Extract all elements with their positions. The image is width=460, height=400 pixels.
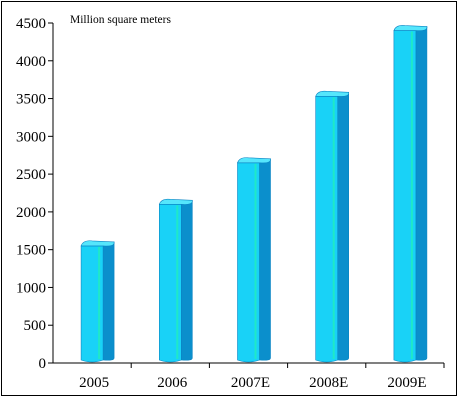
y-tick-label: 1000	[16, 280, 46, 296]
x-tick-label: 2007E	[231, 375, 270, 391]
bar-top	[237, 157, 271, 164]
bars	[80, 25, 428, 363]
x-tick-label: 2008E	[309, 375, 348, 391]
bar-top	[315, 90, 350, 97]
y-tick-label: 4000	[16, 54, 46, 70]
bar-highlight	[98, 246, 101, 359]
bar-side	[102, 241, 115, 361]
bar-front	[315, 95, 338, 363]
y-tick-label: 500	[24, 318, 47, 334]
bar-side	[415, 26, 428, 361]
y-tick-label: 1500	[16, 243, 46, 259]
bar-front	[159, 204, 182, 363]
bar-top	[80, 240, 115, 247]
bar-2008e	[315, 90, 350, 363]
bar-2009e	[393, 25, 428, 363]
y-ticks: 0 500 1000 1500 2000 2500 3000 3500 4000 4500	[16, 16, 53, 372]
x-tick-label: 2006	[157, 375, 188, 391]
bar-2007e	[237, 157, 271, 363]
bar-highlight	[176, 205, 179, 359]
bar-top	[158, 198, 193, 205]
x-ticks: 2005 2006 2007E 2008E 2009E	[79, 363, 445, 391]
bar-2006	[158, 198, 193, 363]
x-tick-label: 2009E	[387, 375, 426, 391]
y-tick-label: 2500	[16, 167, 46, 183]
y-tick-label: 2000	[16, 205, 46, 221]
y-unit-label: Million square meters	[70, 14, 171, 26]
bar-side	[259, 158, 271, 361]
bar-side	[181, 199, 193, 361]
bar-front	[237, 162, 260, 363]
bar-highlight	[332, 97, 335, 360]
bar-highlight	[254, 163, 257, 359]
chart-frame	[1, 1, 457, 396]
bar-front	[80, 245, 104, 363]
bar-side	[337, 91, 349, 361]
bar-2005	[80, 240, 115, 363]
bar-highlight	[410, 31, 413, 360]
bar-top	[393, 25, 428, 32]
axes	[52, 23, 444, 364]
bar-front	[393, 30, 417, 363]
x-tick-label: 2005	[79, 375, 109, 391]
y-tick-label: 4500	[16, 16, 46, 32]
y-tick-label: 0	[39, 356, 47, 372]
y-tick-label: 3000	[16, 129, 46, 145]
y-tick-label: 3500	[16, 92, 46, 108]
